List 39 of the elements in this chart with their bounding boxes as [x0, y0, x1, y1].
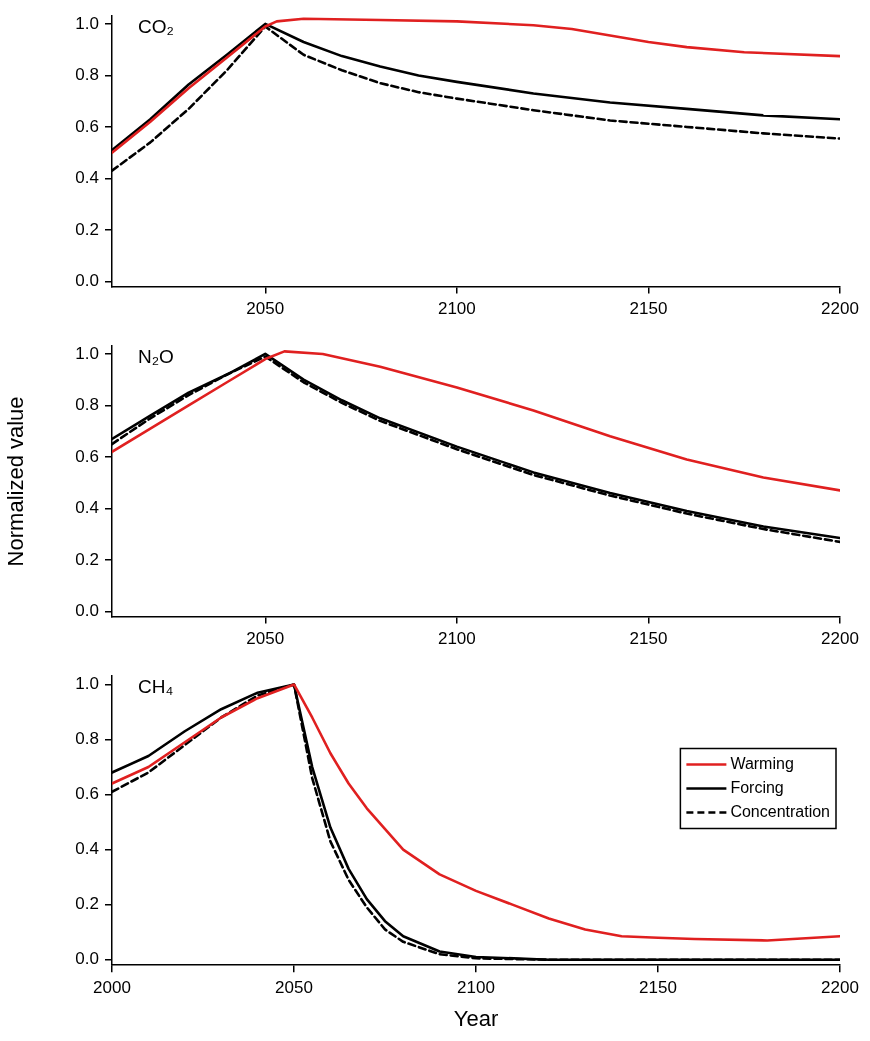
legend-label: Concentration — [730, 802, 831, 820]
y-axis-title: Normalized value — [3, 396, 29, 567]
legend-label: Forcing — [730, 778, 784, 796]
x-tick-label: 2150 — [639, 978, 677, 998]
y-tick-label: 1.0 — [75, 674, 99, 694]
y-tick-label: 0.8 — [75, 395, 99, 415]
x-axis-title: Year — [453, 1005, 499, 1031]
x-tick-label: 2150 — [629, 629, 668, 649]
y-tick-label: 0.2 — [75, 549, 99, 569]
chart-title: CH₄ — [138, 675, 174, 697]
y-tick-label: 0.2 — [75, 219, 99, 239]
chart-title: N₂O — [138, 345, 174, 367]
y-tick-label: 0.8 — [75, 729, 99, 749]
y-tick-label: 0.0 — [75, 949, 99, 969]
y-tick-label: 0.8 — [75, 65, 99, 85]
y-tick-label: 0.4 — [75, 168, 99, 188]
x-tick-label: 2150 — [629, 299, 668, 319]
legend-label: Warming — [730, 754, 794, 772]
y-tick-label: 0.0 — [75, 271, 99, 291]
y-tick-label: 0.6 — [75, 116, 99, 136]
x-tick-label: 2200 — [821, 978, 859, 998]
x-tick-label: 2050 — [246, 299, 285, 319]
y-tick-label: 0.6 — [75, 784, 99, 804]
x-tick-label: 2050 — [275, 978, 313, 998]
y-tick-label: 0.2 — [75, 894, 99, 914]
x-tick-label: 2100 — [437, 629, 476, 649]
y-tick-label: 0.6 — [75, 446, 99, 466]
x-tick-label: 2100 — [457, 978, 495, 998]
y-tick-label: 1.0 — [75, 13, 99, 33]
x-tick-label: 2100 — [437, 299, 476, 319]
x-tick-label: 2050 — [246, 629, 285, 649]
y-tick-label: 1.0 — [75, 343, 99, 363]
chart-title: CO₂ — [138, 15, 174, 37]
y-tick-label: 0.0 — [75, 601, 99, 621]
x-tick-label: 2000 — [93, 978, 131, 998]
y-tick-label: 0.4 — [75, 839, 99, 859]
x-tick-label: 2200 — [821, 299, 859, 319]
x-tick-label: 2200 — [821, 629, 859, 649]
y-tick-label: 0.4 — [75, 498, 99, 518]
